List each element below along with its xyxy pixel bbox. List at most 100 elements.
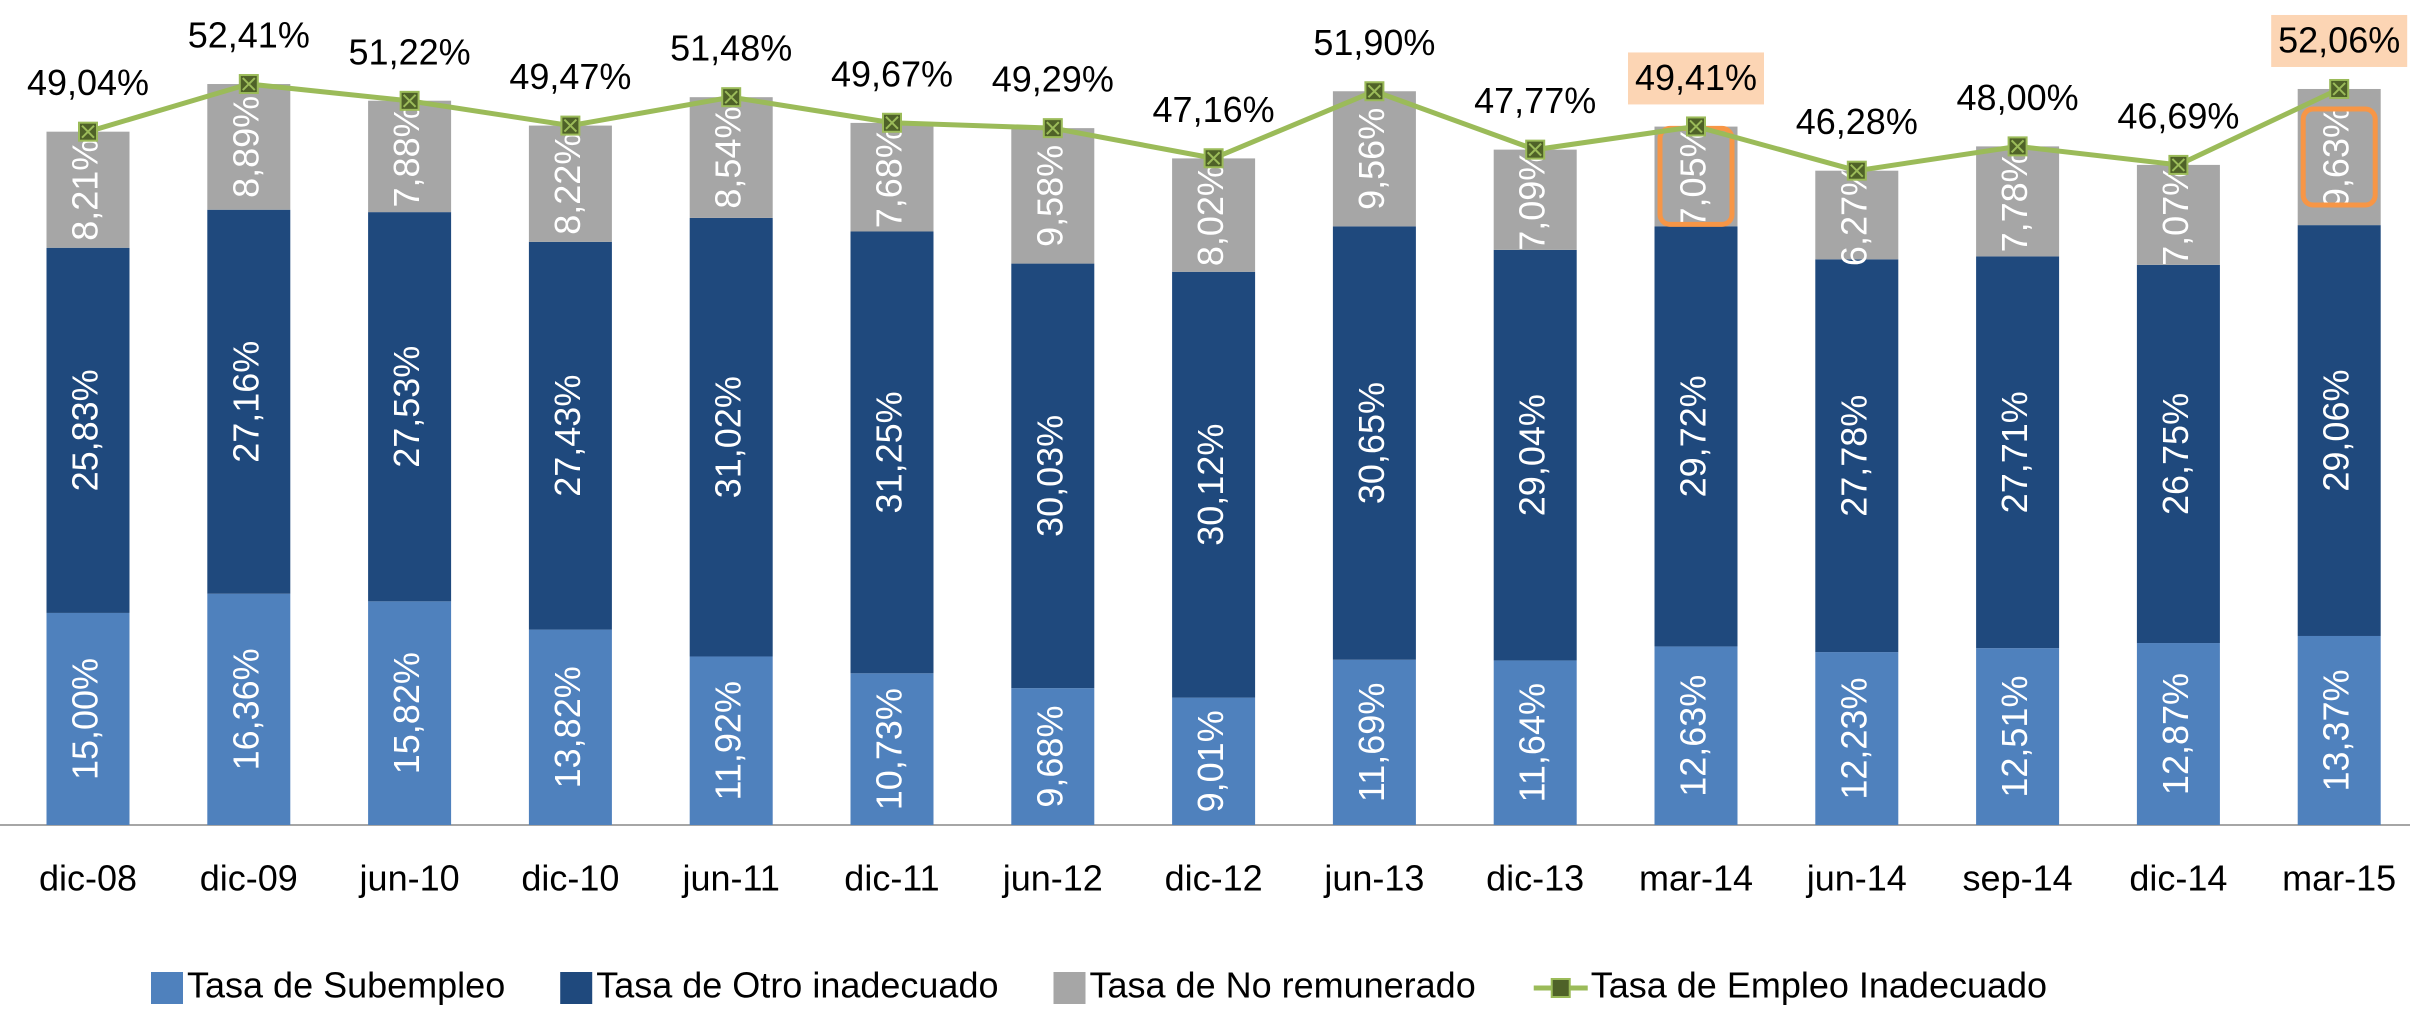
bar-segment bbox=[689, 656, 773, 825]
bar-value-label: 27,53% bbox=[386, 346, 427, 468]
bar-segment bbox=[850, 231, 934, 674]
bar-value-label: 9,01% bbox=[1190, 710, 1231, 812]
bar-value-label: 27,71% bbox=[1994, 391, 2035, 513]
x-tick-label: dic-10 bbox=[521, 858, 619, 899]
bar-segment bbox=[1815, 652, 1899, 825]
x-tick-label: sep-14 bbox=[1963, 858, 2073, 899]
bar-value-label: 12,23% bbox=[1833, 677, 1874, 799]
bar-value-label: 30,12% bbox=[1190, 424, 1231, 546]
bar-segment bbox=[1172, 158, 1256, 272]
line-marker bbox=[2007, 136, 2028, 157]
bar-value-label: 31,02% bbox=[708, 376, 749, 498]
bar-segment bbox=[528, 125, 612, 242]
bar-segment bbox=[207, 593, 291, 825]
bar-segment bbox=[528, 629, 612, 825]
bar-segment bbox=[689, 97, 773, 218]
marker-cross bbox=[81, 124, 95, 139]
bar-value-label: 11,69% bbox=[1351, 683, 1392, 802]
marker-cross bbox=[242, 77, 256, 91]
legend-label: Tasa de Empleo Inadecuado bbox=[1591, 965, 2047, 1006]
bar-value-label: 7,88% bbox=[386, 105, 427, 207]
bar-value-label: 30,65% bbox=[1351, 382, 1392, 504]
marker-cross bbox=[1206, 151, 1221, 165]
bar-value-label: 12,51% bbox=[1994, 676, 2035, 798]
bar-segment bbox=[368, 212, 452, 602]
line-value-label: 48,00% bbox=[1957, 77, 2079, 118]
bar-value-label: 29,06% bbox=[2316, 369, 2357, 491]
bar-value-label: 8,21% bbox=[65, 139, 106, 241]
bar-segment bbox=[46, 247, 130, 613]
bar-segment bbox=[1332, 91, 1416, 227]
bar-segment bbox=[528, 241, 612, 630]
marker-cross bbox=[1689, 119, 1703, 134]
bar-segment bbox=[207, 84, 291, 210]
bar-value-label: 29,04% bbox=[1512, 394, 1553, 516]
legend-label: Tasa de Subempleo bbox=[187, 965, 505, 1006]
bar-segment bbox=[1976, 648, 2060, 825]
bar-value-label: 7,78% bbox=[1994, 150, 2035, 252]
bar-value-label: 11,92% bbox=[708, 681, 749, 800]
x-tick-label: jun-10 bbox=[359, 858, 460, 899]
bar-value-label: 26,75% bbox=[2155, 393, 2196, 515]
bar-segment bbox=[1976, 256, 2060, 649]
bar-value-label: 9,58% bbox=[1029, 145, 1070, 247]
x-tick-label: jun-12 bbox=[1002, 858, 1103, 899]
bar-segment bbox=[1815, 259, 1899, 653]
bar-value-label: 29,72% bbox=[1673, 375, 1714, 497]
bar-segment bbox=[1011, 263, 1095, 689]
bar-value-label: 31,25% bbox=[869, 391, 910, 513]
bar-segment bbox=[1654, 226, 1738, 647]
x-tick-label: jun-14 bbox=[1806, 858, 1907, 899]
line-value-label: 49,29% bbox=[992, 59, 1114, 100]
legend-label: Tasa de No remunerado bbox=[1090, 965, 1476, 1006]
line-marker bbox=[560, 115, 581, 136]
bar-segment bbox=[207, 209, 291, 594]
bar-value-label: 12,63% bbox=[1673, 675, 1714, 797]
x-tick-label: dic-11 bbox=[844, 858, 939, 899]
marker-cross bbox=[1046, 121, 1060, 135]
bar-value-label: 30,03% bbox=[1029, 415, 1070, 537]
line-value-label: 46,69% bbox=[2117, 95, 2239, 136]
bar-value-label: 7,09% bbox=[1512, 149, 1553, 251]
marker-cross bbox=[1528, 142, 1542, 157]
line-marker bbox=[1042, 118, 1063, 139]
line-marker bbox=[399, 90, 420, 111]
line-value-label: 47,77% bbox=[1474, 80, 1596, 121]
bar-segment bbox=[368, 601, 452, 825]
marker-cross bbox=[2171, 158, 2186, 172]
bar-value-label: 7,07% bbox=[2155, 164, 2196, 266]
line-value-label: 46,28% bbox=[1796, 101, 1918, 142]
line-value-label: 47,16% bbox=[1153, 89, 1275, 130]
label-highlight bbox=[1628, 52, 1764, 105]
legend-marker bbox=[1550, 978, 1571, 998]
line-marker bbox=[1364, 81, 1385, 102]
bar-value-label: 9,68% bbox=[1029, 706, 1070, 808]
x-tick-label: dic-09 bbox=[200, 858, 298, 899]
bar-value-label: 8,89% bbox=[225, 96, 266, 198]
bar-segment bbox=[1172, 697, 1256, 825]
bar-value-label: 16,36% bbox=[225, 648, 266, 770]
bar-segment bbox=[850, 673, 934, 825]
marker-cross bbox=[885, 116, 899, 130]
bar-value-label: 6,27% bbox=[1833, 164, 1874, 266]
line-marker bbox=[1846, 160, 1867, 181]
bar-segment bbox=[1654, 646, 1738, 825]
bar-value-label: 11,64% bbox=[1512, 683, 1553, 802]
bar-value-label: 13,37% bbox=[2316, 669, 2357, 791]
bar-value-label: 8,54% bbox=[708, 107, 749, 209]
line-value-label: 52,41% bbox=[188, 15, 310, 56]
bar-value-label: 7,68% bbox=[869, 126, 910, 228]
bar-value-label: 27,16% bbox=[225, 341, 266, 463]
x-tick-label: mar-14 bbox=[1639, 858, 1753, 899]
line-value-label: 51,48% bbox=[670, 28, 792, 69]
bar-segment bbox=[1815, 170, 1899, 260]
line-value-label: 49,67% bbox=[831, 53, 953, 94]
bar-value-label: 25,83% bbox=[65, 369, 106, 491]
bar-segment bbox=[1976, 146, 2060, 257]
bar-segment bbox=[46, 131, 130, 248]
line-marker bbox=[721, 87, 742, 108]
line-marker bbox=[2168, 154, 2189, 175]
line-value-label: 49,04% bbox=[27, 62, 149, 103]
marker-cross bbox=[724, 90, 738, 104]
